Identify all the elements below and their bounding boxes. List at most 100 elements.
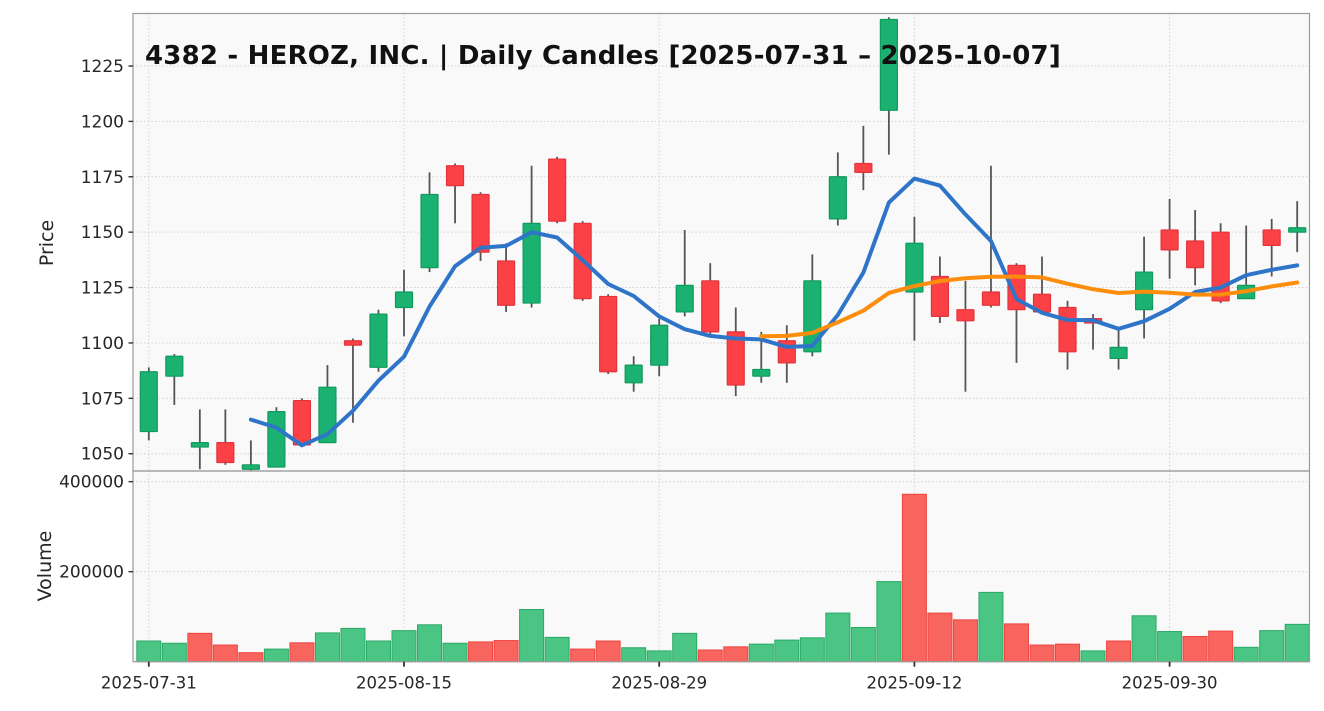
candle-down [1186,240,1205,269]
volume-bar-up [672,632,698,663]
candle-up [369,313,388,368]
price-tick-label: 1200 [81,112,124,132]
candle-down [496,260,516,306]
volume-bar-up [340,627,366,663]
candle-down [216,442,235,464]
volume-bar-up [1233,646,1259,663]
volume-bar-up [136,640,162,663]
candle-up [190,442,209,448]
volume-bar-up [1157,631,1183,663]
volume-bar-up [263,648,289,663]
volume-tick-label: 200000 [59,563,124,583]
candle-down [956,309,975,322]
volume-bar-up [417,624,443,663]
volume-bar-down [1055,643,1081,663]
candle-up [828,176,847,220]
volume-bar-up [646,650,672,663]
candle-down [726,331,745,386]
volume-bar-down [289,642,315,663]
volume-bar-down [1208,630,1234,663]
volume-bar-down [1003,623,1029,663]
ma25-line [759,274,1300,339]
candle-up [650,324,669,366]
candle-up [139,371,158,433]
volume-bar-up [748,643,774,663]
candle-down [1262,229,1281,247]
price-tick-label: 1150 [81,223,124,243]
price-axis-label: Price [36,219,58,267]
candle-down [292,399,312,446]
candle-down [599,295,618,373]
date-tick-label: 2025-08-29 [611,674,707,693]
price-tick-label: 1050 [81,445,124,465]
candle-down [854,162,873,173]
ma5-line [248,176,1300,448]
volume-bar-down [1106,640,1132,663]
volume-bar-up [876,581,902,663]
candle-up [394,291,414,309]
volume-bar-up [978,591,1004,663]
volume-bar-up [1284,623,1310,663]
volume-bar-up [850,626,876,663]
date-tick-label: 2025-09-12 [866,674,962,693]
volume-bar-down [187,632,213,663]
volume-bar-down [1182,635,1208,663]
volume-bar-up [161,642,187,663]
candle-up [420,193,439,269]
volume-panel-spine [132,470,1311,663]
candle-down [445,165,465,187]
candle-down [981,291,1001,306]
candle-up [624,364,643,384]
volume-bar-down [238,652,264,663]
price-tick-label: 1175 [81,168,124,188]
candle-down [701,280,720,333]
volume-bar-up [1131,615,1157,663]
candle-up [1288,227,1307,233]
candle-down [930,275,950,317]
candle-up [879,18,898,111]
price-tick-label: 1125 [81,279,124,299]
volume-bar-down [927,612,953,663]
candle-up [165,355,184,377]
volume-bar-up [365,640,391,663]
volume-bar-up [314,632,340,663]
volume-bar-down [493,640,519,663]
chart-title: 4382 - HEROZ, INC. | Daily Candles [2025… [145,41,1061,71]
volume-bar-up [774,639,800,663]
candle-up [905,242,924,293]
volume-bar-down [697,649,723,663]
price-tick-label: 1225 [81,57,124,77]
candle-up [1109,346,1128,360]
volume-bar-up [825,612,851,663]
volume-bar-down [723,646,749,663]
candle-down [1058,306,1077,353]
volume-bar-up [391,630,417,663]
candle-up [267,411,286,468]
volume-bar-up [1080,650,1106,663]
volume-bar-up [1259,630,1285,663]
volume-bar-down [212,644,238,663]
volume-bar-down [1029,644,1055,663]
volume-bar-up [544,636,570,663]
candle-down [1160,229,1179,251]
candle-down [471,193,490,253]
volume-bar-up [621,647,647,663]
date-tick-label: 2025-07-31 [101,674,197,693]
candle-up [752,368,771,377]
price-tick-label: 1100 [81,334,124,354]
candle-up [675,284,694,313]
volume-bar-up [519,608,545,663]
volume-panel-bg [133,471,1310,662]
volume-tick-label: 400000 [59,473,124,493]
date-tick-label: 2025-09-30 [1122,674,1218,693]
candle-down [548,158,567,222]
volume-bar-down [595,640,621,663]
volume-bar-down [952,619,978,663]
volume-bar-down [570,648,596,663]
volume-bar-down [468,641,494,663]
volume-axis-label: Volume [34,530,56,602]
volume-bar-up [799,637,825,663]
date-tick-label: 2025-08-15 [356,674,452,693]
